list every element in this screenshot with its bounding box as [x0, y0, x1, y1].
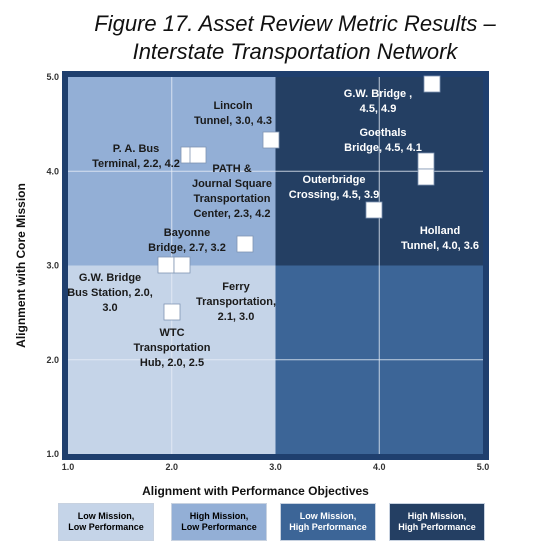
data-label: G.W. Bridge Bus Station, 2.0, 3.0 — [67, 272, 153, 314]
x-tick-label: 4.0 — [373, 462, 386, 472]
x-tick-label: 3.0 — [269, 462, 282, 472]
data-label-line: G.W. Bridge — [79, 272, 141, 284]
data-label: P. A. Bus Terminal, 2.2, 4.2 — [92, 143, 180, 170]
data-label-line: Lincoln — [213, 100, 252, 112]
data-label-line: G.W. Bridge , — [344, 88, 412, 100]
legend-line: Low Performance — [68, 522, 144, 532]
y-tick-label: 2.0 — [46, 355, 59, 365]
data-label-line: Outerbridge — [303, 174, 366, 186]
data-label-line: Bayonne — [164, 227, 210, 239]
data-label-line: Transportation — [193, 193, 270, 205]
data-label: Lincoln Tunnel, 3.0, 4.3 — [194, 100, 272, 127]
legend-line: High Mission, — [407, 511, 467, 521]
data-label-line: Tunnel, 3.0, 4.3 — [194, 115, 272, 127]
y-tick-label: 1.0 — [46, 449, 59, 459]
chart-title: Figure 17. Asset Review Metric Results –… — [60, 10, 530, 66]
legend-line: Low Mission, — [77, 511, 135, 521]
legend-low-mission-low-performance: Low Mission, Low Performance — [58, 503, 154, 541]
chart-title-line2: Interstate Transportation Network — [132, 39, 458, 64]
legend-high-mission-low-performance: High Mission, Low Performance — [171, 503, 267, 541]
data-label: Bayonne Bridge, 2.7, 3.2 — [148, 227, 226, 254]
x-tick-label: 2.0 — [165, 462, 178, 472]
data-label-line: PATH & — [212, 163, 251, 175]
data-label: Outerbridge Crossing, 4.5, 3.9 — [289, 174, 379, 201]
data-label-line: WTC — [159, 327, 184, 339]
data-point — [423, 75, 441, 93]
data-label-line: Center, 2.3, 4.2 — [193, 208, 270, 220]
data-label-line: Holland — [420, 225, 460, 237]
y-tick-label: 3.0 — [46, 261, 59, 271]
y-tick-label: 5.0 — [46, 72, 59, 82]
data-point — [157, 256, 175, 274]
data-label: Holland Tunnel, 4.0, 3.6 — [401, 225, 479, 252]
data-label-line: Bridge, 2.7, 3.2 — [148, 242, 226, 254]
data-label-line: Bus Station, 2.0, — [67, 287, 153, 299]
data-point — [417, 152, 435, 170]
data-point — [163, 303, 181, 321]
data-point — [262, 131, 280, 149]
data-label-line: Journal Square — [192, 178, 272, 190]
data-label-line: 4.5, 4.9 — [360, 103, 397, 115]
data-point — [236, 235, 254, 253]
data-label-line: Transportation — [133, 342, 210, 354]
x-axis-title: Alignment with Performance Objectives — [142, 484, 369, 498]
data-label: WTC Transportation Hub, 2.0, 2.5 — [133, 327, 210, 369]
data-point — [173, 256, 191, 274]
legend-line: High Mission, — [189, 511, 249, 521]
data-label: Goethals Bridge, 4.5, 4.1 — [344, 127, 422, 154]
data-label-line: Crossing, 4.5, 3.9 — [289, 189, 379, 201]
y-tick-label: 4.0 — [46, 166, 59, 176]
data-label-line: Transportation, — [196, 296, 276, 308]
data-label-line: Ferry — [222, 281, 250, 293]
data-label-line: Tunnel, 4.0, 3.6 — [401, 240, 479, 252]
data-label: G.W. Bridge , 4.5, 4.9 — [344, 88, 412, 115]
data-label-line: Bridge, 4.5, 4.1 — [344, 142, 422, 154]
chart-title-line1: Figure 17. Asset Review Metric Results – — [94, 11, 496, 36]
legend-low-mission-high-performance: Low Mission, High Performance — [280, 503, 376, 541]
data-label-line: 2.1, 3.0 — [218, 311, 255, 323]
data-point — [417, 168, 435, 186]
data-label-line: Goethals — [359, 127, 406, 139]
legend-line: Low Mission, — [299, 511, 357, 521]
data-label-line: 3.0 — [102, 302, 117, 314]
data-label: PATH & Journal Square Transportation Center… — [192, 163, 272, 220]
legend-line: High Performance — [398, 522, 476, 532]
legend-line: High Performance — [289, 522, 367, 532]
data-point — [365, 201, 383, 219]
legend-line: Low Performance — [181, 522, 257, 532]
data-label-line: P. A. Bus — [113, 143, 159, 155]
data-point — [189, 146, 207, 164]
y-axis-title: Alignment with Core Mission — [14, 183, 28, 348]
legend-high-mission-high-performance: High Mission, High Performance — [389, 503, 485, 541]
data-label: Ferry Transportation, 2.1, 3.0 — [196, 281, 276, 323]
data-label-line: Hub, 2.0, 2.5 — [140, 357, 204, 369]
data-label-line: Terminal, 2.2, 4.2 — [92, 158, 180, 170]
x-tick-label: 1.0 — [62, 462, 75, 472]
x-tick-label: 5.0 — [477, 462, 490, 472]
